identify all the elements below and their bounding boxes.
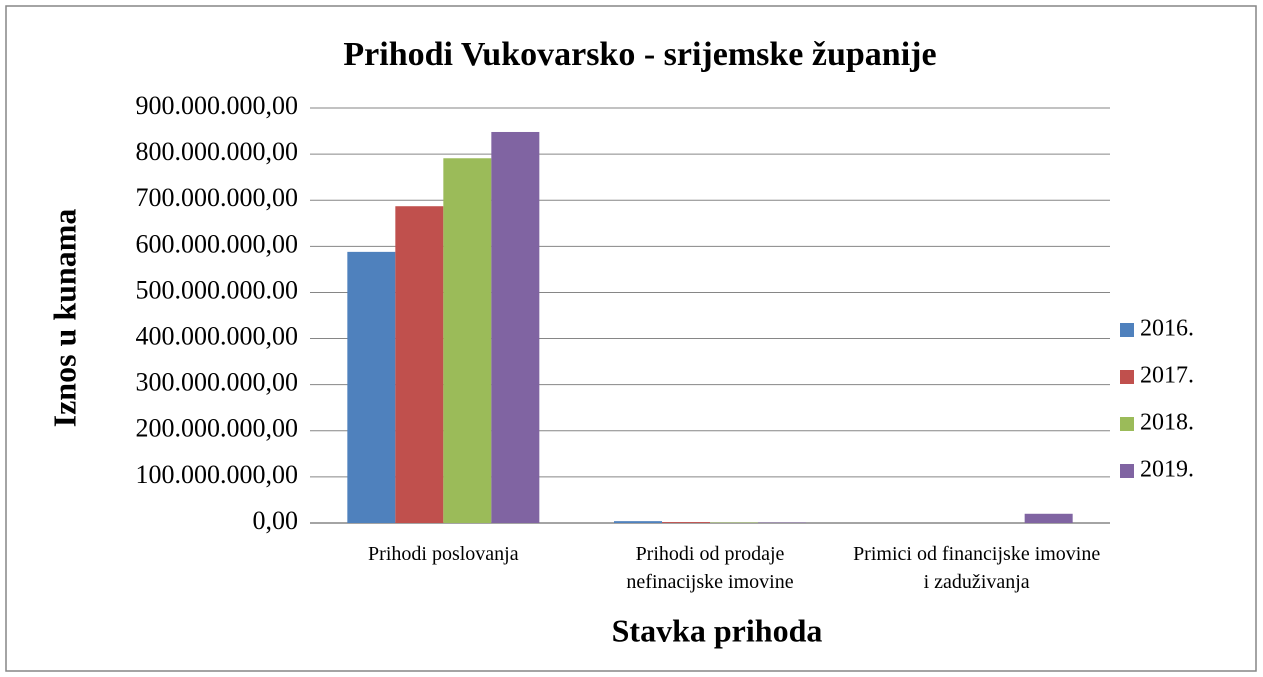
chart-title: Prihodi Vukovarsko - srijemske županije xyxy=(343,36,936,73)
legend-label: 2016. xyxy=(1140,316,1194,342)
legend-label: 2018. xyxy=(1140,410,1194,436)
legend-swatch xyxy=(1120,417,1134,431)
y-axis-title: Iznos u kunama xyxy=(46,209,82,428)
x-tick-label: Prihodi od prodaje nefinacijske imovine xyxy=(626,543,794,593)
legend-swatch xyxy=(1120,323,1134,337)
bar xyxy=(395,206,444,523)
y-tick-label: 700.000.000,00 xyxy=(136,183,299,212)
bar xyxy=(614,521,662,523)
bar xyxy=(491,131,540,523)
x-tick-label: Primici od financijske imovine i zaduživ… xyxy=(853,543,1101,593)
y-tick-label: 0,00 xyxy=(253,506,299,535)
y-tick-label: 400.000.000,00 xyxy=(136,322,299,351)
legend-label: 2017. xyxy=(1140,363,1194,389)
y-tick-label: 100.000.000,00 xyxy=(136,460,299,489)
y-tick-label: 600.000.000,00 xyxy=(136,229,299,258)
x-axis-title: Stavka prihoda xyxy=(612,612,823,648)
y-tick-label: 200.000.000,00 xyxy=(136,414,299,443)
bar xyxy=(1024,513,1073,523)
legend-swatch xyxy=(1120,464,1134,478)
y-tick-label: 500.000.000.00 xyxy=(136,275,299,304)
y-tick-label: 300.000.000,00 xyxy=(136,368,299,397)
legend-label: 2019. xyxy=(1140,457,1194,483)
y-tick-label: 800.000.000,00 xyxy=(136,137,299,166)
bar xyxy=(347,251,396,523)
bar xyxy=(662,522,710,523)
bar xyxy=(443,158,492,523)
legend-swatch xyxy=(1120,370,1134,384)
x-tick-label: Prihodi poslovanja xyxy=(368,543,519,565)
y-tick-label: 900.000.000,00 xyxy=(136,91,299,120)
